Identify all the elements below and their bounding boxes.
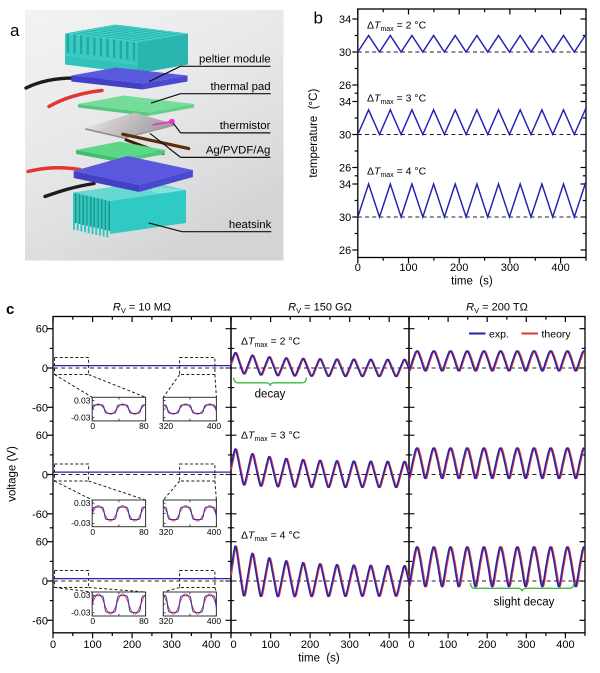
svg-text:ΔTmax = 3 °C: ΔTmax = 3 °C	[367, 93, 427, 107]
svg-text:thermistor: thermistor	[220, 120, 271, 132]
svg-text:theory: theory	[542, 329, 572, 341]
svg-text:200: 200	[301, 639, 319, 651]
svg-text:300: 300	[341, 639, 359, 651]
svg-text:100: 100	[399, 262, 417, 274]
svg-text:0: 0	[42, 363, 48, 375]
svg-text:RV = 200 TΩ: RV = 200 TΩ	[466, 302, 528, 316]
svg-text:c: c	[6, 301, 14, 318]
svg-text:80: 80	[139, 421, 149, 431]
svg-text:0.03: 0.03	[74, 590, 91, 600]
svg-text:100: 100	[261, 639, 279, 651]
svg-text:thermal pad: thermal pad	[210, 81, 270, 93]
svg-text:30: 30	[339, 47, 351, 59]
svg-text:heatsink: heatsink	[229, 219, 272, 231]
svg-text:30: 30	[339, 130, 351, 142]
svg-text:time (s): time (s)	[298, 653, 340, 665]
svg-text:ΔTmax = 2 °C: ΔTmax = 2 °C	[241, 336, 301, 350]
svg-text:60: 60	[36, 537, 48, 549]
svg-text:exp.: exp.	[489, 329, 509, 341]
svg-text:0: 0	[90, 527, 95, 537]
svg-text:ΔTmax = 2 °C: ΔTmax = 2 °C	[367, 20, 427, 34]
svg-text:300: 300	[501, 262, 519, 274]
svg-text:0.03: 0.03	[74, 498, 91, 508]
svg-text:0: 0	[90, 421, 95, 431]
svg-text:RV = 150 GΩ: RV = 150 GΩ	[288, 302, 352, 316]
svg-text:320: 320	[159, 421, 173, 431]
svg-text:-60: -60	[32, 615, 48, 627]
svg-text:voltage (V): voltage (V)	[7, 446, 19, 502]
svg-text:Ag/PVDF/Ag: Ag/PVDF/Ag	[206, 145, 271, 157]
svg-text:0.03: 0.03	[74, 396, 91, 406]
svg-text:RV = 10 MΩ: RV = 10 MΩ	[113, 302, 171, 316]
svg-text:400: 400	[207, 527, 221, 537]
svg-text:-0.03: -0.03	[71, 412, 91, 422]
svg-text:26: 26	[339, 163, 351, 175]
svg-text:320: 320	[159, 527, 173, 537]
svg-text:400: 400	[207, 421, 221, 431]
svg-text:26: 26	[339, 245, 351, 257]
svg-text:34: 34	[339, 97, 351, 109]
svg-text:temperature (°C): temperature (°C)	[308, 89, 320, 178]
svg-text:80: 80	[139, 527, 149, 537]
svg-text:200: 200	[450, 262, 468, 274]
svg-text:peltier module: peltier module	[199, 54, 271, 66]
svg-text:400: 400	[551, 262, 569, 274]
svg-text:320: 320	[159, 616, 173, 626]
svg-text:-0.03: -0.03	[71, 518, 91, 528]
svg-text:0: 0	[355, 262, 361, 274]
svg-text:100: 100	[439, 639, 457, 651]
svg-text:300: 300	[517, 639, 535, 651]
svg-text:300: 300	[163, 639, 181, 651]
svg-text:400: 400	[380, 639, 398, 651]
svg-text:400: 400	[556, 639, 574, 651]
svg-text:80: 80	[139, 616, 149, 626]
svg-text:0: 0	[90, 616, 95, 626]
svg-text:slight decay: slight decay	[494, 597, 555, 609]
svg-text:-60: -60	[32, 402, 48, 414]
svg-text:200: 200	[123, 639, 141, 651]
svg-text:60: 60	[36, 324, 48, 336]
svg-text:decay: decay	[255, 389, 286, 401]
svg-text:400: 400	[202, 639, 220, 651]
svg-text:-60: -60	[32, 509, 48, 521]
svg-text:0: 0	[50, 639, 56, 651]
svg-text:400: 400	[207, 616, 221, 626]
svg-text:34: 34	[339, 14, 351, 26]
svg-text:time (s): time (s)	[451, 276, 493, 288]
svg-text:60: 60	[36, 430, 48, 442]
svg-text:0: 0	[42, 576, 48, 588]
svg-text:0: 0	[408, 639, 414, 651]
svg-text:ΔTmax = 4 °C: ΔTmax = 4 °C	[367, 166, 427, 180]
svg-text:0: 0	[42, 470, 48, 482]
svg-text:0: 0	[230, 639, 236, 651]
svg-text:a: a	[10, 21, 20, 40]
svg-text:-0.03: -0.03	[71, 608, 91, 618]
svg-text:ΔTmax = 4 °C: ΔTmax = 4 °C	[241, 529, 301, 543]
svg-text:26: 26	[339, 80, 351, 92]
svg-text:34: 34	[339, 179, 351, 191]
svg-text:b: b	[314, 9, 323, 28]
svg-text:ΔTmax = 3 °C: ΔTmax = 3 °C	[241, 430, 301, 444]
svg-text:200: 200	[478, 639, 496, 651]
svg-text:30: 30	[339, 212, 351, 224]
svg-text:100: 100	[83, 639, 101, 651]
